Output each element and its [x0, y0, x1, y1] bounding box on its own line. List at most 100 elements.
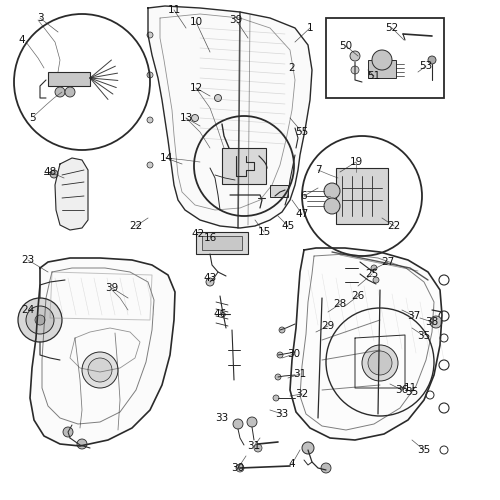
Text: 11: 11	[404, 383, 416, 393]
Bar	[48, 72, 90, 86]
Text: 32: 32	[296, 389, 308, 399]
Circle shape	[439, 311, 449, 321]
Text: 27: 27	[382, 257, 394, 267]
Bar	[326, 18, 444, 98]
Circle shape	[65, 87, 75, 97]
Circle shape	[192, 114, 198, 121]
Text: 14: 14	[160, 153, 172, 163]
Circle shape	[426, 391, 434, 399]
Circle shape	[82, 352, 118, 388]
Text: 28: 28	[334, 299, 346, 309]
Circle shape	[371, 265, 377, 271]
Circle shape	[350, 51, 360, 61]
Text: 51: 51	[368, 71, 380, 81]
Text: 4: 4	[288, 459, 296, 469]
Text: 48: 48	[44, 167, 57, 177]
Text: 38: 38	[426, 317, 438, 327]
Text: 23: 23	[22, 255, 35, 265]
Circle shape	[206, 278, 214, 286]
Circle shape	[279, 327, 285, 333]
Circle shape	[236, 464, 244, 472]
Text: 42: 42	[192, 229, 204, 239]
Text: 5: 5	[28, 113, 35, 123]
Text: 43: 43	[204, 273, 216, 283]
Text: 50: 50	[340, 41, 352, 51]
Text: 36: 36	[396, 385, 408, 395]
Text: 26: 26	[352, 291, 364, 301]
Text: 35: 35	[418, 331, 430, 341]
Bar	[368, 60, 396, 78]
Text: 24: 24	[22, 305, 35, 315]
Circle shape	[321, 463, 331, 473]
Polygon shape	[290, 248, 442, 440]
Polygon shape	[30, 258, 175, 446]
Circle shape	[147, 117, 153, 123]
Circle shape	[372, 50, 392, 70]
Text: 30: 30	[232, 463, 244, 473]
Text: 33: 33	[216, 413, 228, 423]
Bar	[196, 232, 248, 254]
Circle shape	[273, 395, 279, 401]
Text: 15: 15	[258, 227, 270, 237]
Text: 31: 31	[248, 441, 260, 451]
Circle shape	[77, 439, 87, 449]
Circle shape	[247, 417, 257, 427]
Text: 35: 35	[418, 445, 430, 455]
Circle shape	[430, 316, 442, 328]
Circle shape	[440, 334, 448, 342]
Text: 22: 22	[130, 221, 142, 231]
Circle shape	[351, 66, 359, 74]
Text: 1: 1	[306, 23, 314, 33]
Text: 10: 10	[190, 17, 202, 27]
Text: 39: 39	[106, 283, 118, 293]
Text: 37: 37	[408, 311, 420, 321]
Text: 7: 7	[314, 165, 322, 175]
Text: 2: 2	[288, 63, 296, 73]
Text: 22: 22	[388, 221, 400, 231]
Circle shape	[324, 183, 340, 199]
Bar	[202, 236, 242, 250]
Text: 45: 45	[282, 221, 294, 231]
Circle shape	[277, 352, 283, 358]
Text: 29: 29	[322, 321, 334, 331]
Circle shape	[324, 198, 340, 214]
Circle shape	[147, 162, 153, 168]
Circle shape	[147, 32, 153, 38]
Circle shape	[214, 94, 222, 102]
Circle shape	[302, 442, 314, 454]
Circle shape	[26, 306, 54, 334]
Circle shape	[373, 277, 379, 283]
Circle shape	[362, 345, 398, 381]
Circle shape	[50, 170, 58, 178]
Circle shape	[254, 444, 262, 452]
Text: 19: 19	[350, 157, 362, 167]
Circle shape	[18, 298, 62, 342]
Text: 39: 39	[230, 15, 242, 25]
Polygon shape	[148, 6, 312, 228]
Text: 53: 53	[420, 61, 432, 71]
Text: 16: 16	[204, 233, 216, 243]
Polygon shape	[55, 158, 88, 230]
Text: 13: 13	[180, 113, 192, 123]
Circle shape	[63, 427, 73, 437]
Circle shape	[440, 446, 448, 454]
Text: 55: 55	[296, 127, 308, 137]
Bar	[336, 168, 388, 224]
Circle shape	[275, 374, 281, 380]
Circle shape	[233, 419, 243, 429]
Text: 25: 25	[366, 269, 378, 279]
Text: 30: 30	[288, 349, 300, 359]
Text: 47: 47	[296, 209, 308, 219]
Bar	[270, 185, 288, 197]
Circle shape	[439, 360, 449, 370]
Text: 3: 3	[36, 13, 44, 23]
Text: 46: 46	[214, 309, 226, 319]
Circle shape	[428, 56, 436, 64]
Text: 6: 6	[300, 191, 308, 201]
Text: 4: 4	[18, 35, 26, 45]
Circle shape	[368, 351, 392, 375]
Circle shape	[88, 358, 112, 382]
Circle shape	[439, 403, 449, 413]
Text: 52: 52	[386, 23, 398, 33]
Text: 12: 12	[190, 83, 202, 93]
